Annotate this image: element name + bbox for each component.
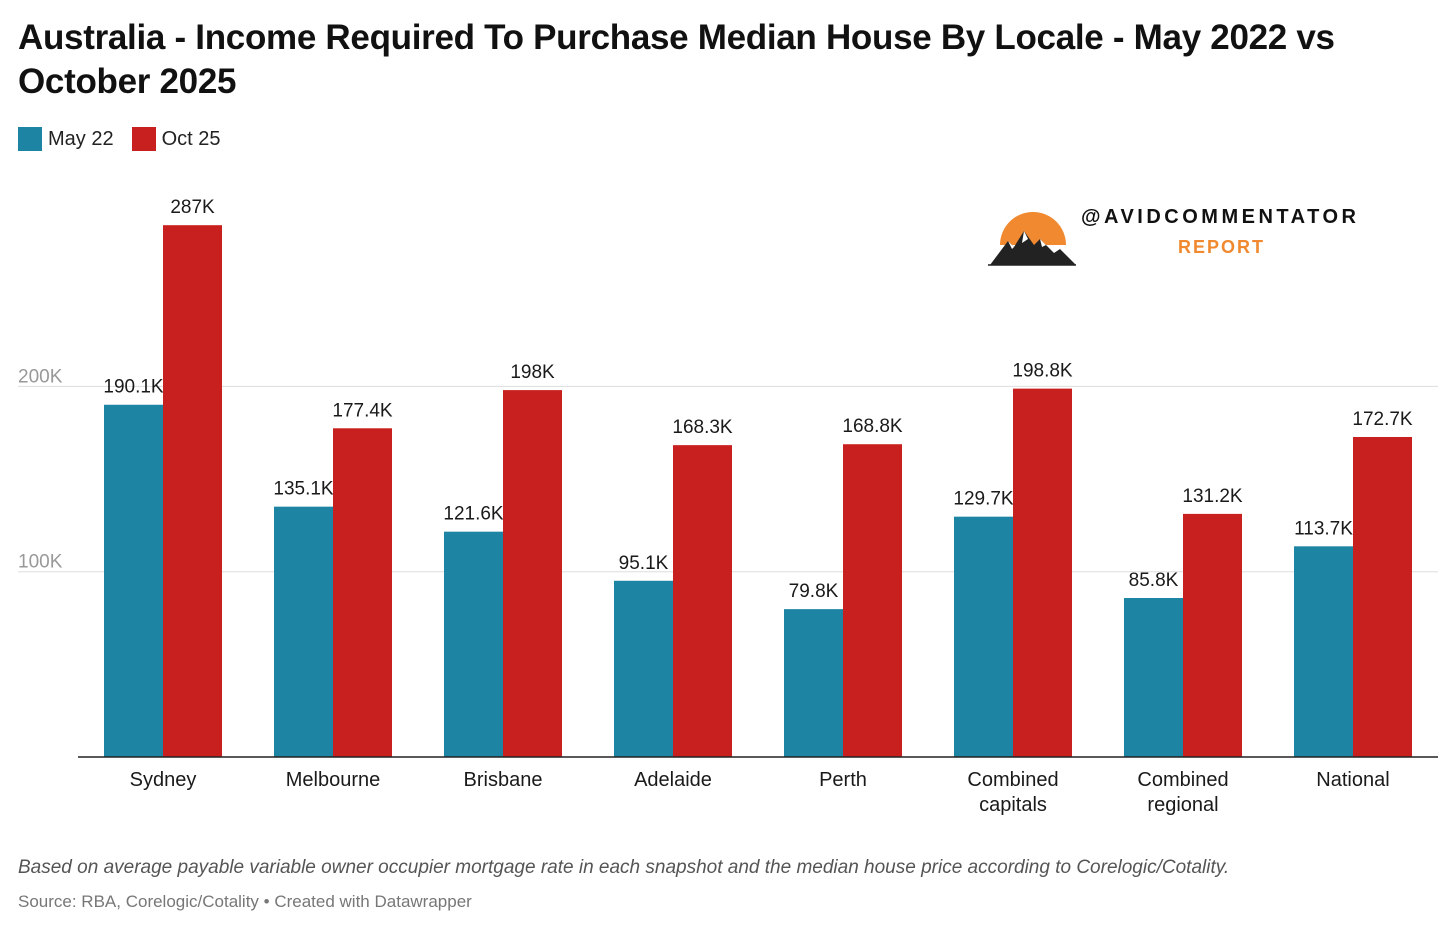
bar-may22-1: [274, 506, 333, 757]
x-tick-label-0-0: Sydney: [130, 769, 197, 791]
chart-title: Australia - Income Required To Purchase …: [18, 18, 1335, 101]
bar-oct25-0: [163, 225, 222, 758]
data-label-may22-2: 121.6K: [443, 504, 504, 525]
data-label-may22-1: 135.1K: [273, 479, 334, 500]
x-tick-label-5-1: capitals: [979, 794, 1047, 816]
chart-source: Source: RBA, Corelogic/Cotality • Create…: [18, 892, 472, 911]
data-label-may22-4: 79.8K: [789, 581, 839, 602]
legend: May 22 Oct 25: [18, 127, 239, 151]
bar-may22-2: [444, 531, 503, 757]
x-tick-label-4-0: Perth: [819, 769, 867, 791]
x-tick-label-6-1: regional: [1147, 794, 1218, 816]
brand-report: REPORT: [1178, 237, 1266, 257]
legend-item-may22: May 22: [18, 127, 114, 151]
data-label-oct25-0: 287K: [170, 197, 215, 218]
data-label-oct25-7: 172.7K: [1352, 409, 1413, 430]
bar-oct25-5: [1013, 388, 1072, 757]
bar-oct25-6: [1183, 513, 1242, 757]
legend-swatch-may22: [18, 127, 42, 151]
x-tick-label-6-0: Combined: [1137, 769, 1228, 791]
legend-label-oct25: Oct 25: [161, 127, 221, 150]
brand-watermark: @AVIDCOMMENTATOR REPORT: [988, 200, 1368, 270]
bar-oct25-4: [843, 444, 902, 757]
data-label-may22-3: 95.1K: [619, 553, 669, 574]
data-label-oct25-5: 198.8K: [1012, 361, 1073, 382]
data-label-oct25-3: 168.3K: [672, 417, 733, 438]
data-label-oct25-6: 131.2K: [1182, 486, 1243, 507]
data-label-oct25-1: 177.4K: [332, 400, 393, 421]
bar-oct25-7: [1353, 436, 1412, 757]
y-tick-label-200K: 200K: [18, 366, 63, 387]
sun-mountain-logo-icon: [988, 212, 1076, 266]
data-label-may22-6: 85.8K: [1129, 570, 1179, 591]
x-tick-label-7-0: National: [1316, 769, 1389, 791]
bar-chart: 100K 200K 190.1K 287K Sydney 135.1K 177.4K Melb…: [18, 197, 1438, 816]
bar-oct25-3: [673, 445, 732, 757]
bar-oct25-2: [503, 390, 562, 757]
bar-may22-7: [1294, 546, 1353, 757]
x-tick-label-3-0: Adelaide: [634, 769, 712, 791]
x-tick-label-1-0: Melbourne: [286, 769, 381, 791]
data-label-oct25-4: 168.8K: [842, 416, 903, 437]
y-tick-label-100K: 100K: [18, 552, 63, 573]
bar-may22-6: [1124, 598, 1183, 757]
data-label-may22-5: 129.7K: [953, 489, 1014, 510]
chart-notes: Based on average payable variable owner …: [18, 857, 1230, 878]
legend-swatch-oct25: [131, 127, 156, 151]
bar-may22-3: [614, 580, 673, 757]
x-tick-label-5-0: Combined: [967, 769, 1058, 791]
brand-handle: @AVIDCOMMENTATOR: [1081, 206, 1360, 228]
x-tick-label-2-0: Brisbane: [464, 769, 543, 791]
bar-may22-4: [784, 609, 843, 757]
legend-item-oct25: Oct 25: [131, 127, 221, 151]
bar-oct25-1: [333, 428, 392, 757]
bar-may22-0: [104, 404, 163, 757]
data-label-oct25-2: 198K: [510, 362, 555, 383]
data-label-may22-7: 113.7K: [1294, 518, 1353, 539]
bar-may22-5: [954, 516, 1013, 757]
legend-label-may22: May 22: [48, 127, 114, 150]
data-label-may22-0: 190.1K: [103, 377, 164, 398]
